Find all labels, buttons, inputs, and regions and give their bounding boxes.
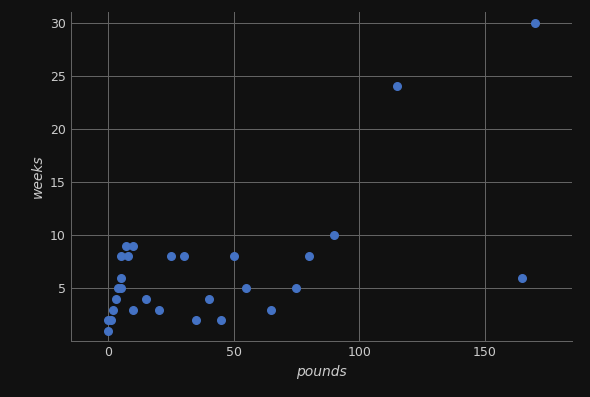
Point [104,317,113,323]
Y-axis label: weeks: weeks [31,155,44,198]
Point [392,83,401,89]
Point [111,296,120,302]
Point [154,306,163,313]
Point [229,253,238,260]
Point [114,285,123,291]
Point [267,306,276,313]
Point [166,253,176,260]
Point [109,306,118,313]
Point [517,274,527,281]
Point [116,274,126,281]
Point [204,296,214,302]
Point [129,243,138,249]
Point [124,253,133,260]
Point [329,232,339,238]
Point [106,317,116,323]
Point [292,285,301,291]
Point [304,253,314,260]
Point [116,285,126,291]
Point [121,243,130,249]
Point [217,317,226,323]
Point [191,317,201,323]
Point [242,285,251,291]
Point [129,306,138,313]
Point [104,328,113,334]
X-axis label: pounds: pounds [296,365,347,379]
Point [179,253,188,260]
Point [141,296,150,302]
Point [530,19,539,26]
Point [116,253,126,260]
